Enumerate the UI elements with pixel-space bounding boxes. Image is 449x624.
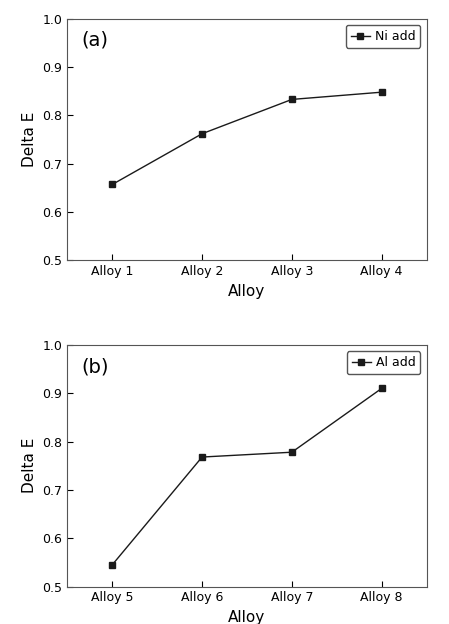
Ni add (110, 181, 115, 188)
X-axis label: Alloy: Alloy (229, 610, 265, 624)
Ni add (289, 95, 295, 103)
Al add (110, 561, 115, 568)
Y-axis label: Delta E: Delta E (22, 112, 37, 167)
Text: (a): (a) (82, 31, 109, 50)
Line: Ni add: Ni add (109, 89, 385, 188)
Y-axis label: Delta E: Delta E (22, 438, 37, 494)
Line: Al add: Al add (109, 385, 385, 568)
Text: (b): (b) (82, 357, 109, 376)
Al add (379, 384, 384, 392)
Legend: Ni add: Ni add (346, 25, 420, 48)
Al add (289, 449, 295, 456)
X-axis label: Alloy: Alloy (229, 284, 265, 299)
Ni add (199, 130, 205, 137)
Ni add (379, 89, 384, 96)
Legend: Al add: Al add (347, 351, 420, 374)
Al add (199, 453, 205, 461)
